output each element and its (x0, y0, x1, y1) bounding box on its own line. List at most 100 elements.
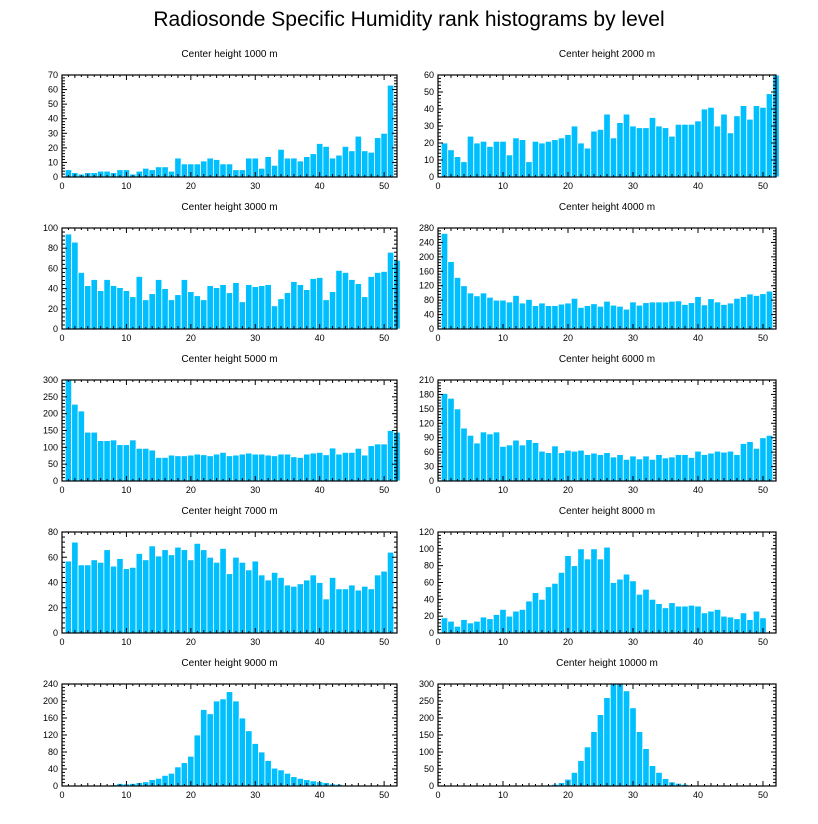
x-tick-label: 40 (315, 333, 325, 343)
histogram-bar (512, 295, 520, 330)
y-tick-label: 180 (419, 389, 434, 399)
histogram-bar (97, 440, 105, 482)
y-tick-label: 100 (43, 442, 58, 452)
y-tick-label: 20 (424, 611, 434, 621)
x-tick-label: 20 (186, 637, 196, 647)
histogram-bar (238, 453, 247, 482)
histogram-bar (180, 549, 189, 634)
histogram-bar (303, 453, 311, 482)
histogram-bar (386, 551, 395, 634)
y-tick-label: 120 (43, 730, 58, 740)
histogram-bar (97, 561, 105, 634)
histogram-bar (161, 288, 169, 330)
histogram-bar (629, 125, 637, 178)
histogram-bar (380, 443, 388, 482)
histogram-bar (609, 137, 618, 178)
x-tick-label: 50 (379, 485, 389, 495)
y-tick-label: 200 (43, 409, 58, 419)
histogram-bar (661, 607, 670, 634)
histogram-bar (206, 556, 214, 634)
histogram-bar (447, 149, 455, 178)
histogram-bar (583, 305, 592, 330)
histogram-bar (161, 457, 169, 482)
histogram-bar (155, 457, 163, 482)
y-tick-label: 240 (43, 679, 58, 689)
histogram-bar (212, 287, 221, 330)
y-tick-label: 100 (419, 544, 434, 554)
y-tick-label: 240 (419, 237, 434, 247)
x-tick-label: 50 (758, 333, 768, 343)
histogram-bar (551, 445, 559, 482)
histogram-bar (264, 454, 272, 482)
histogram-bar (655, 603, 663, 634)
histogram-bar (544, 305, 553, 330)
histogram-bar (122, 444, 131, 482)
histogram-bar (479, 616, 488, 634)
histogram-bar (245, 284, 253, 330)
histogram-bar (713, 450, 722, 482)
histogram-bar (348, 150, 356, 178)
panel-title: Center height 7000 m (181, 506, 277, 517)
y-tick-label: 0 (429, 172, 434, 182)
histogram-bar (453, 156, 462, 178)
y-tick-label: 60 (48, 552, 58, 562)
histogram-bar (206, 157, 214, 178)
histogram-bar (473, 295, 481, 330)
histogram-bar (557, 572, 566, 634)
histogram-bar (225, 691, 234, 787)
histogram-bar (367, 276, 375, 330)
histogram-bar (687, 604, 696, 634)
x-tick-label: 0 (435, 181, 440, 191)
histogram-bar (447, 397, 455, 482)
histogram-bar (486, 296, 494, 330)
x-tick-label: 50 (379, 333, 389, 343)
histogram-bar (622, 113, 631, 178)
histogram-bar (668, 135, 676, 178)
histogram-bar (270, 572, 279, 634)
histogram-bar (303, 289, 311, 330)
histogram-bar (577, 548, 585, 634)
histogram-bar (713, 609, 722, 634)
y-tick-label: 80 (48, 747, 58, 757)
histogram-bar (603, 300, 611, 330)
y-tick-label: 20 (424, 138, 434, 148)
histogram-bar (270, 305, 279, 330)
histogram-bar (505, 301, 514, 330)
histogram-bar (648, 458, 657, 482)
histogram-bar (687, 302, 696, 330)
histogram-bar (270, 455, 279, 482)
histogram-bar (277, 148, 285, 178)
histogram-bar (374, 574, 382, 634)
x-tick-label: 0 (59, 485, 64, 495)
histogram-bar (538, 598, 546, 634)
histogram-bar (361, 150, 369, 178)
histogram-bar (759, 106, 767, 178)
y-tick-label: 150 (419, 730, 434, 740)
histogram-bar (225, 573, 234, 634)
x-tick-label: 30 (250, 637, 260, 647)
histogram-bar (635, 304, 644, 330)
histogram-bar (733, 454, 741, 482)
histogram-bar (544, 140, 553, 178)
y-tick-label: 100 (419, 747, 434, 757)
x-tick-label: 10 (498, 790, 508, 800)
histogram-bar (538, 450, 546, 482)
x-tick-label: 40 (315, 637, 325, 647)
x-tick-label: 10 (121, 637, 131, 647)
y-tick-label: 280 (419, 223, 434, 233)
histogram-bar (264, 579, 272, 634)
x-tick-label: 30 (250, 181, 260, 191)
x-tick-label: 20 (186, 485, 196, 495)
histogram-bar (746, 441, 754, 482)
histogram-bar (648, 301, 657, 330)
y-tick-label: 50 (48, 459, 58, 469)
histogram-bar (733, 297, 741, 330)
histogram-bar (499, 140, 507, 178)
y-tick-label: 70 (48, 70, 58, 80)
histogram-bar (167, 554, 176, 634)
histogram-bar (466, 434, 475, 482)
x-tick-label: 30 (628, 181, 638, 191)
histogram-bar (622, 573, 631, 634)
histogram-panel: Center height 10000 m 0 10 20 30 40 50 0 50 100 15… (419, 658, 777, 800)
histogram-bar (681, 123, 689, 178)
